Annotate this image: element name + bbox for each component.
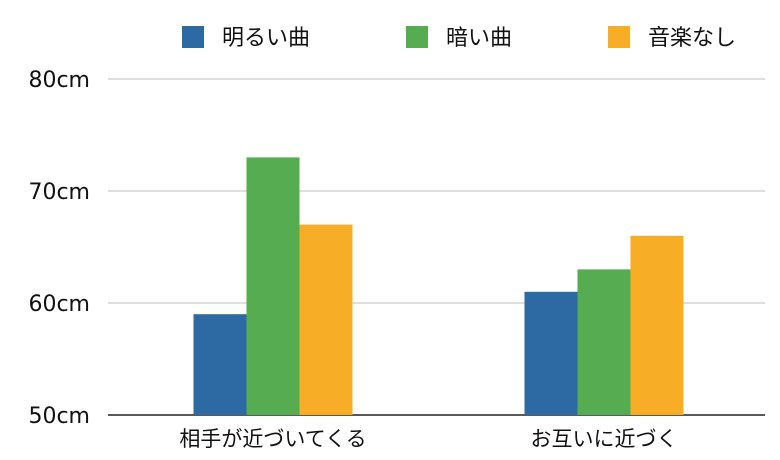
bar-2-1 (246, 157, 300, 415)
legend-label: 明るい曲 (222, 26, 310, 51)
bar-1-1 (193, 314, 247, 415)
bar-1-2 (524, 291, 578, 415)
bar-2-2 (577, 269, 631, 415)
y-tick-label: 50cm (28, 404, 90, 429)
category-label: お互いに近づく (531, 427, 678, 451)
category-label: 相手が近づいてくる (179, 427, 366, 451)
bar-3-1 (299, 224, 353, 415)
legend-label: 音楽なし (648, 26, 736, 51)
legend-swatch (182, 26, 204, 48)
y-tick-label: 60cm (28, 292, 90, 317)
bar-3-2 (630, 235, 684, 415)
legend-label: 暗い曲 (446, 26, 512, 51)
y-tick-label: 70cm (28, 180, 90, 205)
y-tick-label: 80cm (28, 68, 90, 93)
legend-swatch (406, 26, 428, 48)
legend-swatch (608, 26, 630, 48)
